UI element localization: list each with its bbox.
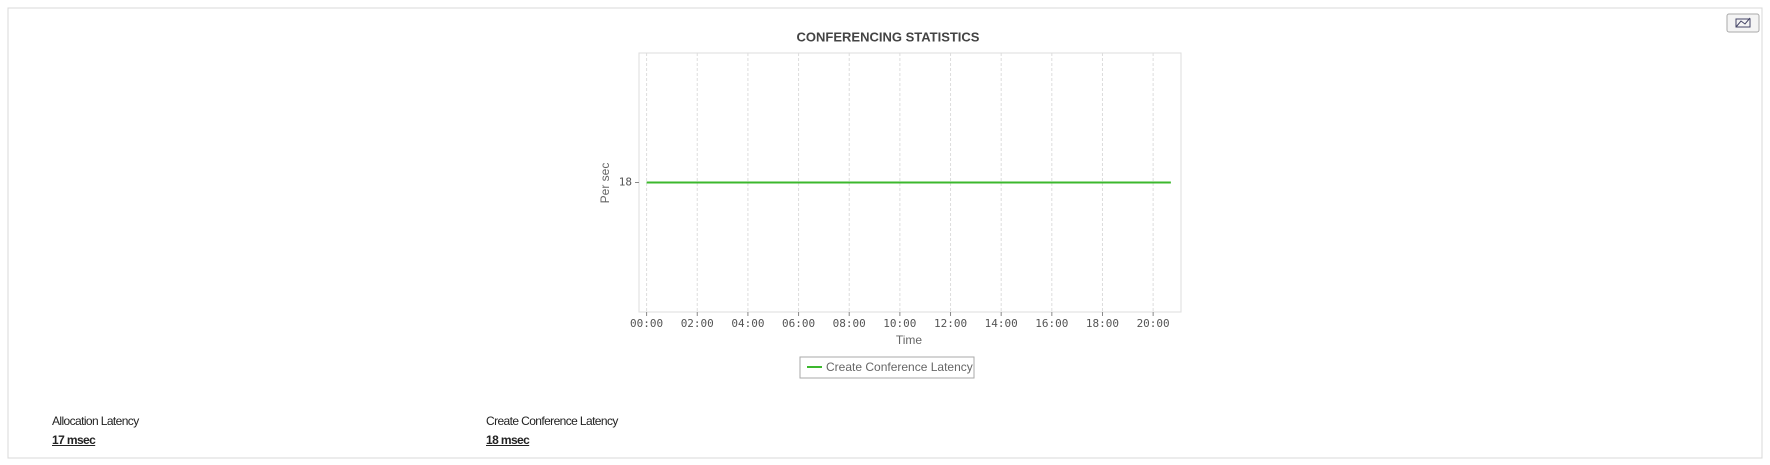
legend-label: Create Conference Latency	[826, 360, 973, 374]
x-tick-label: 20:00	[1137, 317, 1170, 330]
stat: Create Conference Latency 18 msec	[486, 414, 618, 447]
stat-value[interactable]: 18 msec	[486, 433, 530, 447]
y-axis-label: Per sec	[598, 163, 612, 204]
x-tick-label: 10:00	[883, 317, 916, 330]
stat-label: Allocation Latency	[52, 414, 139, 428]
x-axis-label: Time	[896, 333, 923, 347]
x-tick-label: 16:00	[1035, 317, 1068, 330]
x-tick-label: 00:00	[630, 317, 663, 330]
panel-frame	[7, 7, 1763, 459]
x-tick-label: 18:00	[1086, 317, 1119, 330]
export-button[interactable]	[1726, 13, 1760, 33]
x-tick-label: 04:00	[731, 317, 764, 330]
x-tick-label: 12:00	[934, 317, 967, 330]
x-tick-label: 02:00	[681, 317, 714, 330]
x-tick-label: 08:00	[833, 317, 866, 330]
x-tick-label: 06:00	[782, 317, 815, 330]
stat: Allocation Latency 17 msec	[52, 414, 139, 447]
stat-value[interactable]: 17 msec	[52, 433, 96, 447]
stat-label: Create Conference Latency	[486, 414, 618, 428]
chart-title: CONFERENCING STATISTICS	[797, 29, 980, 44]
y-tick-label: 18	[619, 176, 632, 189]
x-tick-label: 14:00	[985, 317, 1018, 330]
legend	[799, 356, 975, 379]
